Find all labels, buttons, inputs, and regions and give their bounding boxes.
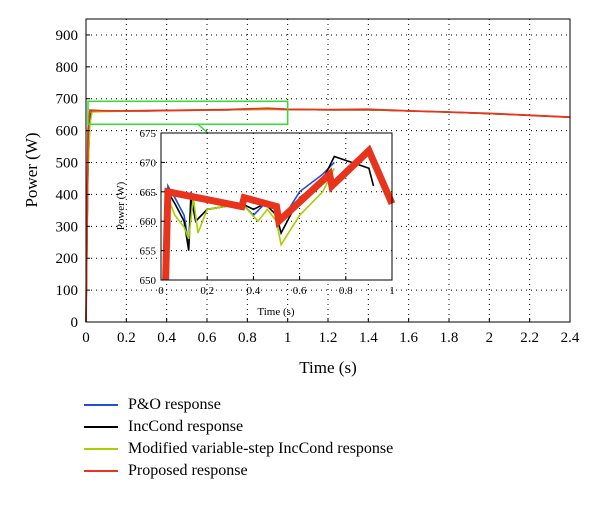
y-tick-label: 200 [56, 251, 79, 267]
legend-label: P&O response [128, 396, 221, 413]
legend-label: IncCond response [128, 418, 244, 435]
x-tick-label: 1.8 [440, 330, 459, 346]
y-tick-label: 665 [140, 187, 157, 199]
y-tick-label: 100 [56, 283, 79, 299]
power-chart: 0 0.2 0.4 0.6 0.8 1 1.2 1.4 1.6 1.8 2 2.2 2.4 0 100 20… [22, 18, 580, 377]
x-tick-label: 1.4 [359, 330, 378, 346]
inset-series-group [162, 144, 396, 281]
y-tick-label: 655 [140, 246, 157, 258]
inset-chart: 0 0.2 0.4 0.6 0.8 1 650 655 660 665 670 675 Time (… [115, 128, 396, 318]
inset-y-axis-label: Power (W) [115, 181, 127, 230]
x-tick-label: 0.6 [293, 285, 307, 297]
x-tick-label: 0.2 [200, 285, 214, 297]
y-tick-label: 900 [56, 28, 79, 44]
x-tick-label: 0.2 [117, 330, 136, 346]
legend-label: Modified variable-step IncCond response [128, 440, 394, 457]
zoom-box [87, 100, 289, 126]
inset-x-axis-label: Time (s) [257, 306, 295, 318]
x-tick-label: 0 [82, 330, 90, 346]
y-tick-label: 500 [56, 156, 79, 172]
y-tick-label: 600 [56, 124, 79, 140]
legend-swatch [84, 448, 118, 450]
main-series-proposed-response [85, 107, 571, 323]
x-tick-label: 0.6 [198, 330, 217, 346]
inset-x-ticks: 0 0.2 0.4 0.6 0.8 1 [158, 276, 395, 297]
inset-plot-frame [160, 132, 393, 281]
legend-swatch [84, 404, 118, 406]
x-tick-label: 0.8 [238, 330, 257, 346]
x-tick-label: 0.8 [339, 285, 353, 297]
main-y-axis-label: Power (W) [22, 132, 41, 207]
x-tick-label: 1 [389, 285, 395, 297]
x-tick-label: 1 [284, 330, 292, 346]
inset-series-proposed-response [162, 144, 396, 281]
y-tick-label: 675 [140, 128, 157, 140]
y-tick-label: 670 [140, 157, 157, 169]
x-tick-label: 2 [486, 330, 494, 346]
main-series-group [85, 107, 571, 323]
x-tick-label: 2.4 [561, 330, 580, 346]
x-tick-label: 2.2 [520, 330, 539, 346]
x-tick-label: 0.4 [157, 330, 176, 346]
x-tick-label: 0 [158, 285, 164, 297]
x-tick-label: 1.6 [399, 330, 418, 346]
x-tick-label: 0.4 [247, 285, 261, 297]
legend-swatch [84, 426, 118, 428]
main-y-ticks: 0 100 200 300 400 500 600 700 800 900 [56, 28, 90, 331]
y-tick-label: 700 [56, 92, 79, 108]
y-tick-label: 650 [140, 275, 157, 287]
y-tick-label: 660 [140, 216, 157, 228]
y-tick-label: 300 [56, 219, 79, 235]
legend-label: Proposed response [128, 462, 248, 479]
y-tick-label: 400 [56, 187, 79, 203]
main-x-axis-label: Time (s) [299, 358, 356, 377]
x-tick-label: 1.2 [319, 330, 338, 346]
legend-swatch [84, 470, 118, 472]
y-tick-label: 0 [71, 315, 79, 331]
main-grid [86, 19, 570, 322]
main-x-ticks: 0 0.2 0.4 0.6 0.8 1 1.2 1.4 1.6 1.8 2 2.2 2.4 [82, 318, 580, 346]
y-tick-label: 800 [56, 60, 79, 76]
inset-y-ticks: 650 655 660 665 670 675 [140, 128, 165, 287]
